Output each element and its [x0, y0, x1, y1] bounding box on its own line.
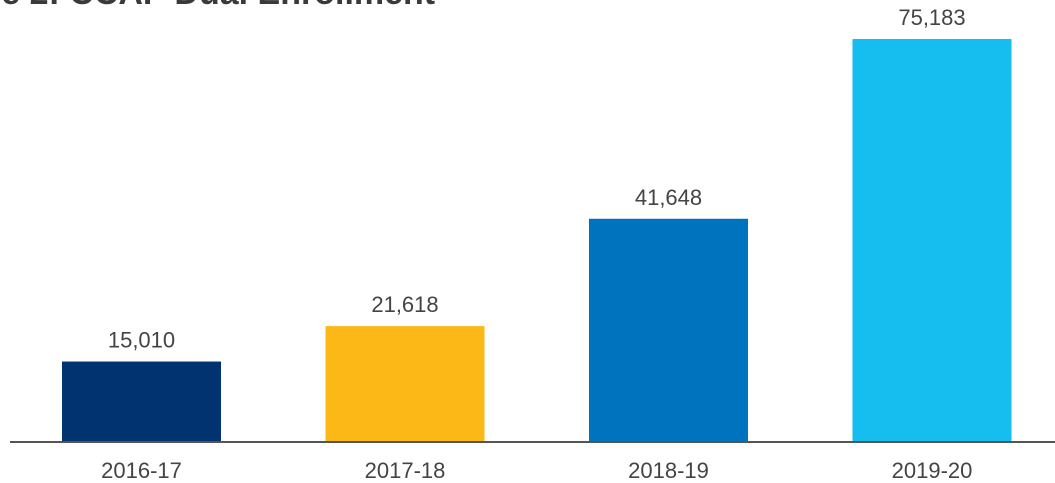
- bar-2017-18: [325, 326, 485, 442]
- x-tick-label-2017-18: 2017-18: [365, 458, 446, 483]
- data-label-2017-18: 21,618: [371, 292, 438, 317]
- x-tick-labels-group: 2016-17 2017-18 2018-19 2019-20: [101, 458, 972, 483]
- chart-title: re 2: CCAP Dual Enrollment: [0, 0, 435, 12]
- data-label-2016-17: 15,010: [108, 328, 175, 353]
- x-tick-label-2018-19: 2018-19: [628, 458, 709, 483]
- data-label-2018-19: 41,648: [635, 185, 702, 210]
- data-labels-group: 15,010 21,618 41,648 75,183: [108, 5, 966, 353]
- x-tick-label-2016-17: 2016-17: [101, 458, 182, 483]
- bar-2019-20: [852, 39, 1012, 442]
- data-label-2019-20: 75,183: [898, 5, 965, 30]
- bar-2018-19: [589, 218, 748, 442]
- bar-2016-17: [62, 361, 221, 442]
- x-tick-label-2019-20: 2019-20: [892, 458, 973, 483]
- bars-group: [62, 39, 1012, 442]
